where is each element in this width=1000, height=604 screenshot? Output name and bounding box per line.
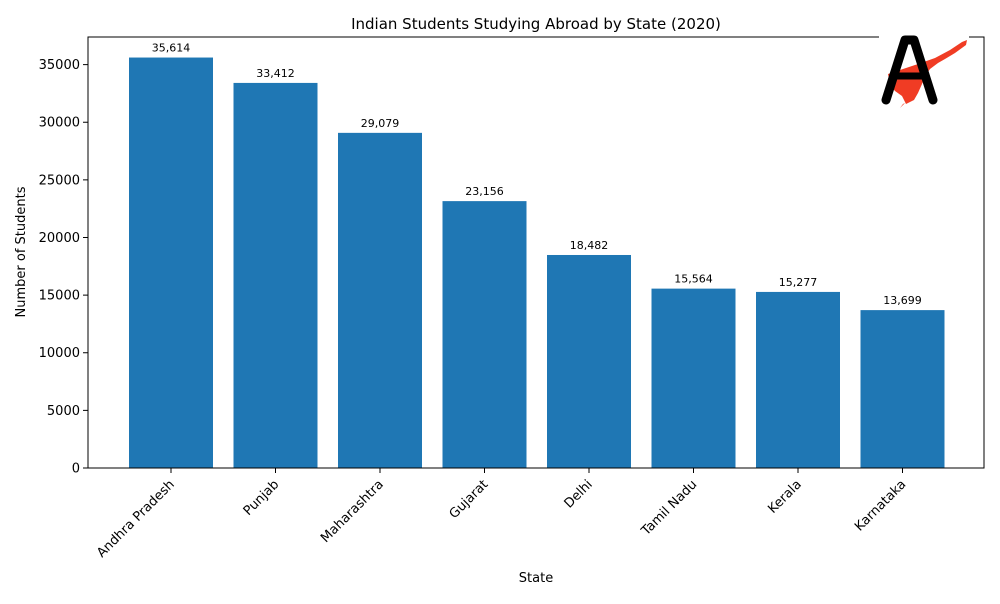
bar-value-label: 18,482 (570, 239, 609, 252)
y-tick-label: 25000 (39, 173, 80, 188)
chart-title: Indian Students Studying Abroad by State… (351, 15, 721, 33)
bar-value-label: 33,412 (256, 67, 295, 80)
bar (547, 254, 631, 468)
x-tick-label: Kerala (765, 477, 804, 516)
x-tick-label: Andhra Pradesh (94, 477, 178, 561)
bar (129, 57, 213, 468)
x-tick-label: Gujarat (447, 477, 492, 522)
y-axis-label: Number of Students (14, 186, 29, 317)
bar (860, 310, 945, 468)
plot-area-frame (87, 36, 985, 469)
y-tick-label: 10000 (39, 346, 80, 361)
x-axis: Andhra Pradesh Punjab Maharashtra Gujarat De… (94, 468, 909, 561)
bar (233, 82, 318, 469)
bar (338, 132, 422, 468)
bar-value-label: 15,277 (779, 276, 818, 289)
bar (756, 291, 840, 468)
logo (879, 32, 969, 122)
y-tick-label: 15000 (39, 289, 80, 304)
bar-value-label: 23,156 (465, 185, 504, 198)
bar-value-label: 29,079 (361, 117, 400, 130)
data-labels-group: 35,614 33,412 29,079 23,156 18,482 15,564 15,2… (152, 42, 922, 308)
bars-group (129, 57, 945, 469)
bar (651, 288, 736, 468)
bar-value-label: 35,614 (152, 42, 191, 55)
y-tick-label: 5000 (47, 404, 80, 419)
x-axis-label: State (519, 571, 553, 586)
letter-a-icon (881, 35, 938, 105)
x-tick-label: Delhi (562, 477, 596, 511)
y-tick-label: 20000 (39, 231, 80, 246)
x-tick-label: Punjab (241, 477, 283, 519)
bar-value-label: 13,699 (883, 294, 922, 307)
bar (442, 201, 527, 468)
y-tick-label: 0 (72, 462, 80, 477)
x-tick-label: Maharashtra (318, 477, 387, 546)
x-tick-label: Karnataka (852, 477, 909, 534)
y-tick-label: 35000 (39, 58, 80, 73)
y-tick-label: 30000 (39, 116, 80, 131)
x-tick-label: Tamil Nadu (638, 477, 700, 539)
y-axis: 0 5000 10000 15000 20000 25000 30000 35000 (39, 58, 88, 477)
bar-value-label: 15,564 (674, 273, 713, 286)
